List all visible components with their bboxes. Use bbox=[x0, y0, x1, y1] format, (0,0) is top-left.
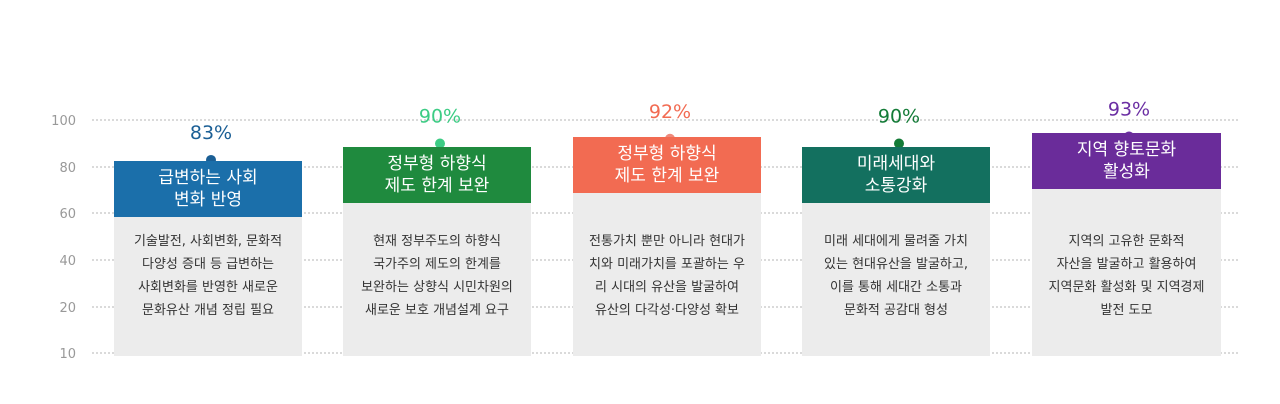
category-header: 지역 향토문화 활성화 bbox=[1032, 133, 1221, 189]
data-label: 90% bbox=[419, 106, 461, 128]
category-label: 미래세대와 소통강화 bbox=[856, 154, 936, 196]
category-description: 전통가치 뿐만 아니라 현대가 치와 미래가치를 포괄하는 우 리 시대의 유산… bbox=[589, 234, 745, 318]
category-label: 지역 향토문화 활성화 bbox=[1076, 140, 1177, 182]
category-description: 기술발전, 사회변화, 문화적 다양성 증대 등 급변하는 사회변화를 반영한 … bbox=[133, 234, 283, 318]
y-tick-label: 80 bbox=[59, 161, 76, 176]
y-tick-label: 10 bbox=[59, 347, 76, 362]
data-label: 92% bbox=[649, 101, 691, 123]
category-description: 현재 정부주도의 하향식 국가주의 제도의 한계를 보완하는 상향식 시민차원의… bbox=[361, 234, 513, 318]
y-tick-label: 40 bbox=[59, 254, 76, 269]
category-header: 급변하는 사회 변화 반영 bbox=[114, 161, 302, 217]
category-label: 정부형 하향식 제도 한계 보완 bbox=[384, 154, 490, 196]
y-tick-label: 20 bbox=[59, 301, 76, 316]
category-description: 미래 세대에게 물려줄 가치 있는 현대유산을 발굴하고, 이를 통해 세대간 … bbox=[824, 234, 968, 318]
category-header: 정부형 하향식 제도 한계 보완 bbox=[573, 137, 761, 193]
data-label: 90% bbox=[878, 106, 920, 128]
y-tick-label: 60 bbox=[59, 207, 76, 222]
category-label: 급변하는 사회 변화 반영 bbox=[158, 168, 258, 210]
data-label: 83% bbox=[190, 122, 232, 144]
category-description: 지역의 고유한 문화적 자산을 발굴하고 활용하여 지역문화 활성화 및 지역경… bbox=[1048, 234, 1205, 318]
value-marker bbox=[435, 138, 445, 149]
value-marker bbox=[894, 138, 904, 149]
data-label: 93% bbox=[1108, 98, 1150, 120]
category-label: 정부형 하향식 제도 한계 보완 bbox=[614, 144, 720, 186]
category-header: 미래세대와 소통강화 bbox=[802, 147, 990, 203]
category-header: 정부형 하향식 제도 한계 보완 bbox=[343, 147, 531, 203]
y-tick-label: 100 bbox=[51, 114, 76, 129]
